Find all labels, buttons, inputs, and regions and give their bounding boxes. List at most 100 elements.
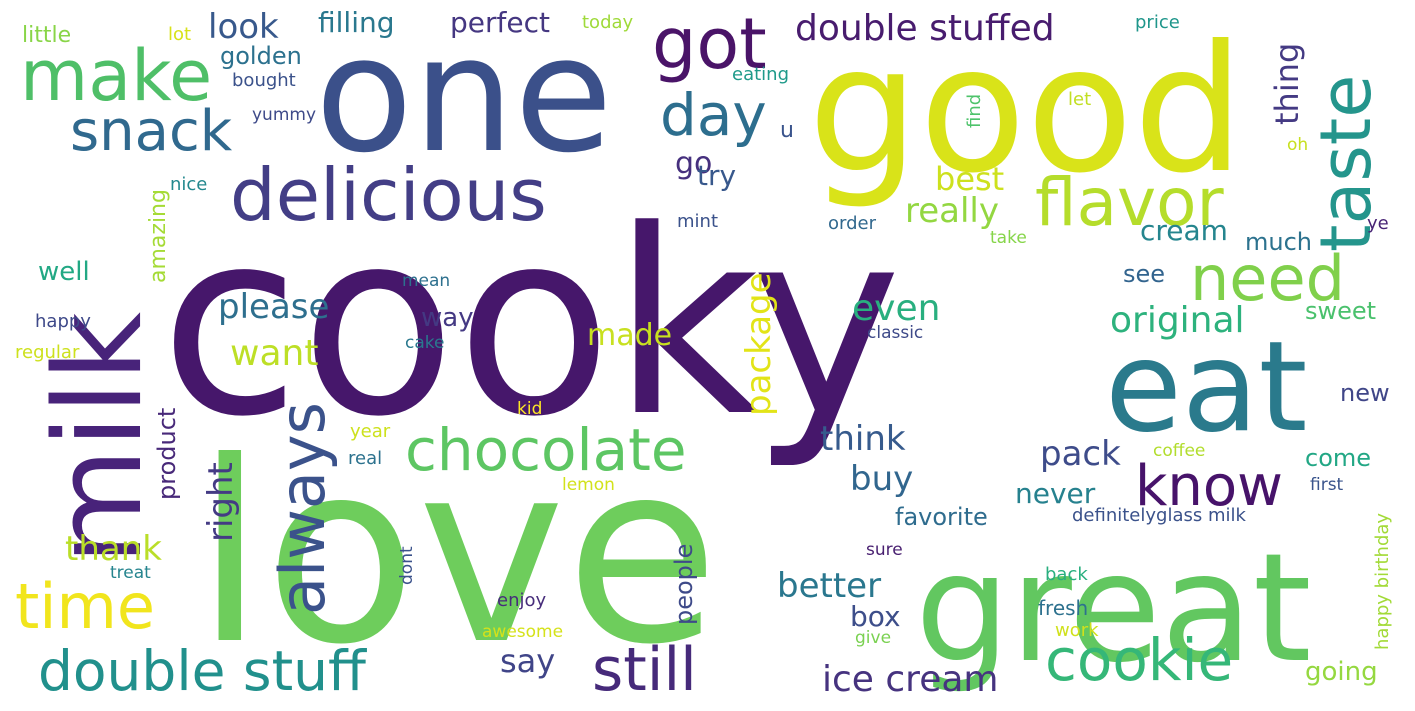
cloud-word: double stuff xyxy=(38,639,367,703)
cloud-word: awesome xyxy=(482,622,563,642)
cloud-word: milk xyxy=(30,311,169,565)
cloud-word: u xyxy=(780,118,794,143)
cloud-word: see xyxy=(1123,260,1165,288)
cloud-word: think xyxy=(820,419,906,459)
cloud-word: sure xyxy=(866,540,903,560)
cloud-word: year xyxy=(350,421,391,442)
cloud-word: box xyxy=(850,600,901,633)
cloud-word: great xyxy=(915,522,1312,696)
cloud-word: ice cream xyxy=(822,659,998,700)
cloud-word: say xyxy=(500,642,555,680)
cloud-word: delicious xyxy=(230,153,547,237)
cloud-word: still xyxy=(592,635,697,705)
cloud-word: good xyxy=(808,9,1244,212)
cloud-word: cookie xyxy=(1045,626,1233,694)
cloud-word: oh xyxy=(1287,135,1308,155)
cloud-word: need xyxy=(1190,242,1345,315)
cloud-word: dont xyxy=(397,546,417,585)
cloud-word: thing xyxy=(1268,43,1306,125)
cloud-word: make xyxy=(20,35,212,117)
cloud-word: let xyxy=(1068,89,1091,110)
cloud-word: sweet xyxy=(1305,297,1376,325)
cloud-word: treat xyxy=(110,563,151,583)
cloud-word: fresh xyxy=(1038,596,1088,620)
cloud-word: enjoy xyxy=(497,590,546,611)
cloud-word: new xyxy=(1340,379,1390,407)
cloud-word: right xyxy=(201,462,241,542)
cloud-word: take xyxy=(990,228,1027,248)
cloud-word: really xyxy=(905,191,999,231)
cloud-word: eating xyxy=(732,64,789,85)
cloud-word: happy birthday xyxy=(1372,513,1393,650)
cloud-word: bought xyxy=(232,70,296,91)
cloud-word: classic xyxy=(867,323,923,343)
cloud-word: much xyxy=(1245,228,1312,256)
cloud-word: taste xyxy=(1305,75,1387,252)
cloud-word: favorite xyxy=(895,503,988,531)
cloud-word: people xyxy=(670,544,698,625)
cloud-word: nice xyxy=(170,174,207,195)
cloud-word: day xyxy=(660,81,767,149)
cloud-word: mint xyxy=(677,211,718,232)
cloud-word: amazing xyxy=(146,189,171,283)
cloud-word: come xyxy=(1305,444,1371,472)
cloud-word: real xyxy=(348,448,382,469)
cloud-word: lemon xyxy=(562,475,615,495)
cloud-word: order xyxy=(828,213,877,234)
cloud-word: lot xyxy=(168,24,191,45)
cloud-word: thank xyxy=(65,529,162,569)
cloud-word: cream xyxy=(1140,214,1228,247)
cloud-word: buy xyxy=(850,459,913,499)
cloud-word: kid xyxy=(517,399,542,419)
cloud-word: definitelyglass milk xyxy=(1072,505,1247,526)
cloud-word: double stuffed xyxy=(795,8,1055,49)
cloud-word: eat xyxy=(1105,315,1308,460)
cloud-word: filling xyxy=(318,6,395,39)
cloud-word: pack xyxy=(1040,434,1121,474)
cloud-word: always xyxy=(266,402,339,615)
cloud-word: well xyxy=(38,257,90,287)
cloud-word: made xyxy=(587,318,672,353)
cloud-word: know xyxy=(1135,454,1283,519)
cloud-word: mean xyxy=(402,271,450,291)
cloud-word: yummy xyxy=(252,105,316,125)
cloud-word: package xyxy=(739,272,779,416)
cloud-word: golden xyxy=(220,42,302,70)
cloud-word: try xyxy=(697,159,736,192)
cloud-word: today xyxy=(582,12,634,33)
cloud-word: cooky xyxy=(160,176,902,473)
cloud-word: better xyxy=(777,566,881,606)
cloud-word: way xyxy=(421,303,474,333)
cloud-word: snack xyxy=(70,99,233,164)
cloud-word: product xyxy=(153,408,181,500)
cloud-word: got xyxy=(652,3,767,85)
cloud-word: want xyxy=(230,333,318,374)
cloud-word: coffee xyxy=(1153,441,1205,461)
cloud-word: find xyxy=(964,94,985,128)
cloud-word: look xyxy=(208,7,279,47)
cloud-word: perfect xyxy=(450,6,550,39)
cloud-word: best xyxy=(935,160,1004,198)
cloud-word: never xyxy=(1015,477,1096,510)
cloud-word: regular xyxy=(15,342,80,363)
cloud-word: price xyxy=(1135,12,1180,33)
cloud-word: time xyxy=(15,570,155,643)
cloud-word: cake xyxy=(405,333,444,353)
cloud-word: first xyxy=(1310,475,1344,495)
cloud-word: going xyxy=(1305,657,1378,687)
cloud-word: little xyxy=(22,23,71,48)
cloud-word: chocolate xyxy=(405,416,687,484)
cloud-word: please xyxy=(218,287,329,327)
cloud-word: even xyxy=(852,288,940,329)
cloud-word: go xyxy=(675,146,712,181)
cloud-word: love xyxy=(195,408,719,699)
cloud-word: original xyxy=(1110,300,1245,341)
cloud-word: happy xyxy=(35,311,91,332)
cloud-word: back xyxy=(1045,564,1088,585)
cloud-word: give xyxy=(855,628,891,648)
cloud-word: ye xyxy=(1367,213,1389,234)
cloud-word: work xyxy=(1055,620,1099,641)
cloud-word: one xyxy=(315,1,613,188)
